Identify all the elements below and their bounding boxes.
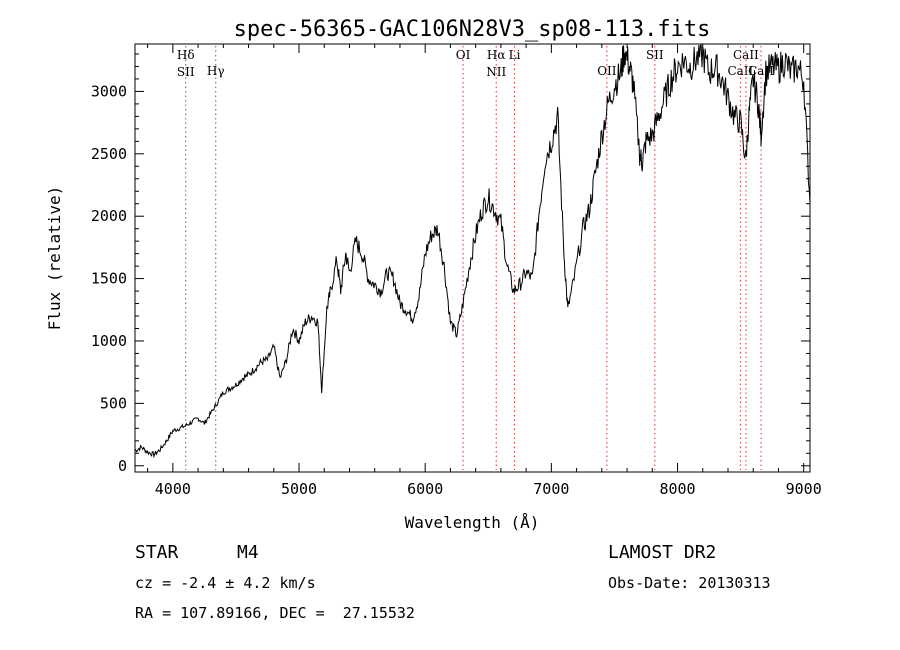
x-tick-label: 4000 xyxy=(155,480,191,498)
line-marker-label: Hγ xyxy=(207,64,225,78)
y-tick-label: 500 xyxy=(100,394,127,412)
axes: 4000 5000 6000 7000 8000 9000 0 500 1000 1500 2000… xyxy=(91,44,822,498)
x-tick-label: 7000 xyxy=(533,480,569,498)
y-tick-label: 3000 xyxy=(91,82,127,100)
cz-label: cz = -2.4 ± 4.2 km/s xyxy=(135,574,316,592)
line-marker-label: OI xyxy=(456,48,471,62)
subclass-label: M4 xyxy=(237,542,259,563)
line-marker-label: NII xyxy=(486,65,506,79)
spectrum-line xyxy=(134,44,811,459)
y-tick-label: 2500 xyxy=(91,145,127,163)
obs-date-label: Obs-Date: 20130313 xyxy=(608,574,771,592)
line-marker-label: Hα xyxy=(487,48,506,62)
x-tick-label: 6000 xyxy=(407,480,443,498)
y-tick-label: 1500 xyxy=(91,270,127,288)
coordinates-label: RA = 107.89166, DEC = 27.15532 xyxy=(135,604,415,622)
survey-label: LAMOST DR2 xyxy=(608,542,716,563)
y-tick-label: 0 xyxy=(118,457,127,475)
plot-frame xyxy=(134,43,811,473)
line-marker-label: Li xyxy=(509,48,521,62)
line-marker-label: Hδ xyxy=(177,48,195,62)
y-axis-label: Flux (relative) xyxy=(45,186,64,331)
x-tick-label: 9000 xyxy=(786,480,822,498)
y-tick-label: 2000 xyxy=(91,207,127,225)
x-tick-label: 5000 xyxy=(281,480,317,498)
x-tick-label: 8000 xyxy=(659,480,695,498)
class-label: STAR xyxy=(135,542,179,563)
line-marker-label: SII xyxy=(646,48,664,62)
line-marker-label: CaII xyxy=(733,48,759,62)
spectrum-series xyxy=(134,44,811,459)
line-marker-label: OII xyxy=(597,64,617,78)
line-marker-label: SII xyxy=(177,65,195,79)
x-axis-label: Wavelength (Å) xyxy=(405,513,540,532)
line-marker-label: CaII xyxy=(727,64,753,78)
y-tick-label: 1000 xyxy=(91,332,127,350)
chart-title: spec-56365-GAC106N28V3_sp08-113.fits xyxy=(234,17,711,42)
